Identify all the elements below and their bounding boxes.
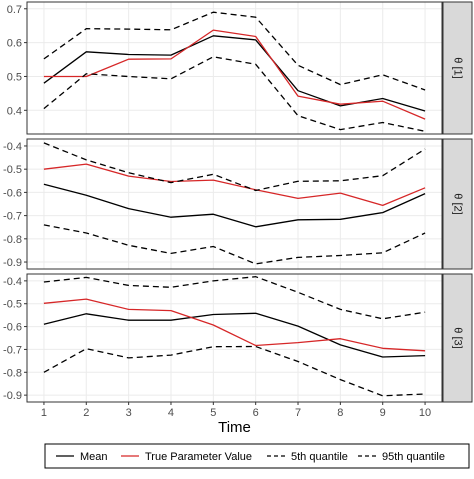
y-tick-label: -0.7	[3, 211, 22, 223]
mean-line	[43, 183, 426, 228]
mean-line	[43, 312, 426, 358]
y-tick-label: 0.6	[7, 38, 22, 50]
y-tick-label: 0.5	[7, 71, 22, 83]
q95-line	[43, 276, 426, 320]
y-tick-label: -0.7	[3, 344, 22, 356]
true-value-line	[43, 298, 426, 352]
legend: Mean True Parameter Value 5th quantile 95th…	[44, 443, 470, 469]
legend-entry-true-value-label: True Parameter Value	[145, 451, 252, 463]
legend-entry-q05-label: 5th quantile	[291, 451, 348, 463]
true-value-line	[43, 163, 426, 207]
x-tick-label: 3	[126, 407, 132, 419]
x-tick-label: 2	[83, 407, 89, 419]
true-value-line	[43, 29, 426, 120]
q05-line	[43, 345, 426, 397]
q05-line	[43, 56, 426, 132]
y-tick-label: -0.8	[3, 234, 22, 246]
legend-box	[44, 443, 470, 469]
facet-strip-label: θ [1]	[452, 57, 464, 78]
facet-strip	[442, 138, 473, 270]
y-tick-label: -0.4	[3, 141, 22, 153]
facet-strip	[442, 273, 473, 403]
panel-border	[26, 138, 443, 270]
facet-strip	[442, 1, 473, 135]
x-tick-label: 6	[253, 407, 259, 419]
y-tick-label: -0.5	[3, 164, 22, 176]
x-tick-label: 8	[337, 407, 343, 419]
q95-line	[43, 11, 426, 91]
panel-background	[27, 274, 442, 402]
y-tick-label: -0.4	[3, 276, 22, 288]
x-tick-label: 5	[210, 407, 216, 419]
panel-border	[26, 1, 443, 135]
y-tick-label: -0.8	[3, 367, 22, 379]
y-tick-label: -0.5	[3, 299, 22, 311]
legend-entry-q95-label: 95th quantile	[382, 451, 445, 463]
x-tick-label: 1	[41, 407, 47, 419]
facet-strip-label: θ [2]	[452, 193, 464, 214]
x-tick-label: 9	[380, 407, 386, 419]
x-tick-label: 4	[168, 407, 174, 419]
panel-border	[26, 273, 443, 403]
q05-line	[43, 224, 426, 265]
facet-strip-label: θ [3]	[452, 327, 464, 348]
x-tick-label: 7	[295, 407, 301, 419]
facet-panel-1: 0.4 0.5 0.6 0.7 θ [1]	[7, 1, 473, 135]
legend-entry-mean-label: Mean	[80, 451, 108, 463]
y-tick-label: 0.4	[7, 105, 22, 117]
y-tick-label: -0.9	[3, 390, 22, 402]
y-tick-label: 0.7	[7, 4, 22, 16]
panel-background	[27, 139, 442, 269]
x-tick-label: 10	[419, 407, 431, 419]
y-tick-label: -0.6	[3, 322, 22, 334]
x-axis-title: Time	[218, 419, 251, 436]
facet-panel-2: -0.4 -0.5 -0.6 -0.7 -0.8 -0.9 θ [2]	[3, 138, 473, 270]
y-tick-label: -0.9	[3, 257, 22, 269]
panel-background	[27, 2, 442, 134]
facet-panel-3: -0.4 -0.5 -0.6 -0.7 -0.8 -0.9 θ [3]	[3, 273, 473, 403]
y-tick-label: -0.6	[3, 187, 22, 199]
